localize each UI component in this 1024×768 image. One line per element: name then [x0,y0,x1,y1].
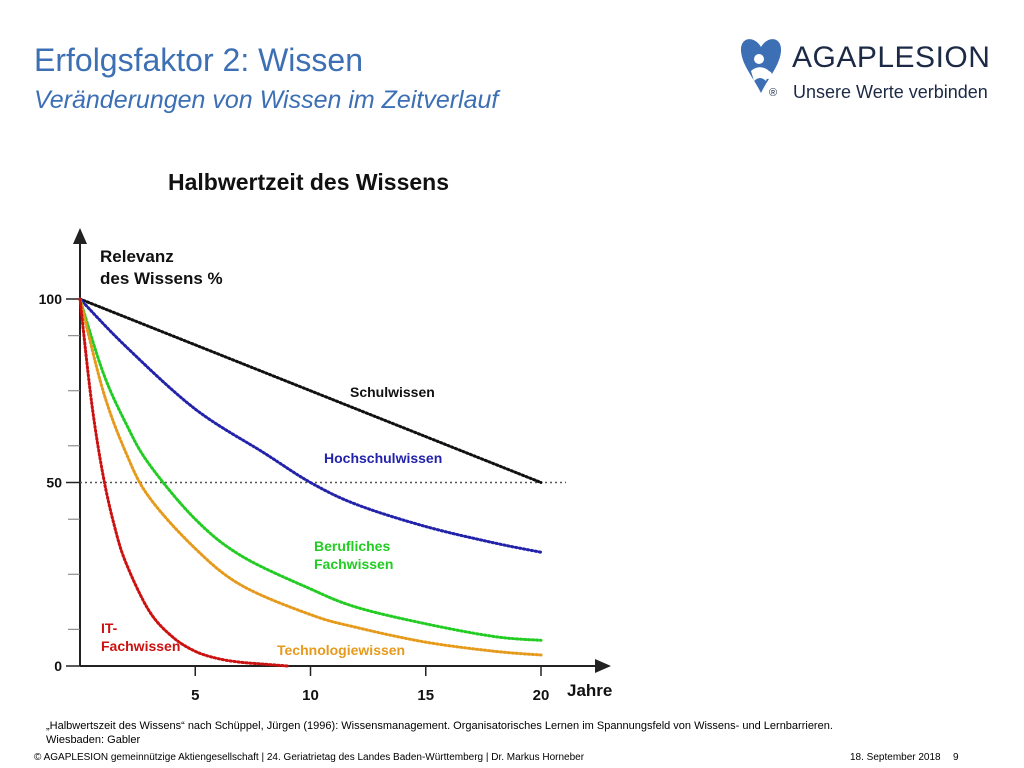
series-label-0: Schulwissen [350,384,435,400]
y-axis-arrow [73,228,87,244]
x-axis-arrow [595,659,611,673]
series-label-4-line-2: Fachwissen [101,638,180,654]
y-tick-label: 50 [46,475,62,491]
footer-text: © AGAPLESION gemeinnützige Aktiengesells… [34,752,585,763]
heart-logo-icon [740,39,782,93]
series-line-3 [78,297,543,657]
series-line-2 [78,297,543,642]
series-line-1 [78,297,543,554]
x-axis-label: Jahre [567,681,612,700]
logo-name: AGAPLESION [792,41,991,74]
slide-subtitle: Veränderungen von Wissen im Zeitverlauf [34,86,499,114]
series-label-2-line-2: Fachwissen [314,556,393,572]
source-line-2: Wiesbaden: Gabler [46,734,141,746]
agaplesion-logo: ® AGAPLESION Unsere Werte verbinden [738,33,998,108]
footer-date: 18. September 2018 [850,752,941,763]
x-tick-label: 5 [191,687,199,704]
y-tick-label: 0 [54,658,62,674]
page-number: 9 [953,752,959,763]
registered-mark: ® [769,87,778,99]
series-line-4 [78,297,289,668]
series-label-2-line-1: Berufliches [314,538,390,554]
y-axis-label-line-2: des Wissens % [100,269,223,288]
series-label-3: Technologiewissen [277,642,405,658]
series-label-4-line-1: IT- [101,620,118,636]
chart-title: Halbwertzeit des Wissens [168,169,449,195]
series-label-1: Hochschulwissen [324,450,442,466]
logo-tagline: Unsere Werte verbinden [793,82,988,102]
x-tick-label: 10 [302,687,319,704]
series-line-0 [78,297,543,484]
slide-title: Erfolgsfaktor 2: Wissen [34,42,363,78]
source-citation: „Halbwertszeit des Wissens“ nach Schüppe… [46,719,946,747]
source-line-1: „Halbwertszeit des Wissens“ nach Schüppe… [46,720,833,732]
y-axis-label-line-1: Relevanz [100,247,174,266]
y-tick-label: 100 [39,291,63,307]
x-tick-label: 20 [533,687,550,704]
x-tick-label: 15 [417,687,434,704]
